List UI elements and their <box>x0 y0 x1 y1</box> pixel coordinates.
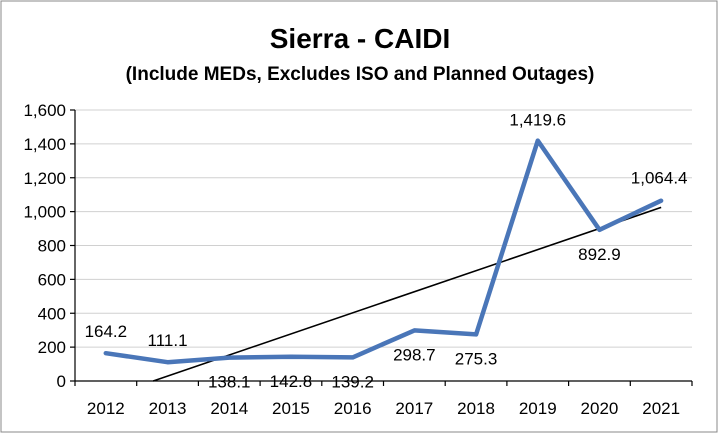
trendline-layer <box>152 206 662 382</box>
series-line <box>103 138 664 365</box>
data-label: 139.2 <box>331 372 374 391</box>
chart-subtitle: (Include MEDs, Excludes ISO and Planned … <box>126 64 595 85</box>
x-tick-label: 2016 <box>334 399 372 418</box>
y-tick-label: 1,000 <box>23 203 66 222</box>
trendline <box>152 206 662 382</box>
data-label: 142.8 <box>270 372 313 391</box>
x-tick-label: 2015 <box>272 399 310 418</box>
series-layer <box>103 138 664 365</box>
data-label: 164.2 <box>85 322 128 341</box>
x-tick-label: 2013 <box>149 399 187 418</box>
data-label: 138.1 <box>208 373 251 392</box>
x-tick-label: 2020 <box>581 399 619 418</box>
y-tick-label: 1,400 <box>23 135 66 154</box>
y-tick-label: 600 <box>38 270 66 289</box>
x-tick-label: 2018 <box>457 399 495 418</box>
chart-title: Sierra - CAIDI <box>270 23 451 54</box>
y-tick-label: 0 <box>57 372 66 391</box>
x-tick-label: 2017 <box>395 399 433 418</box>
x-tick-label: 2019 <box>519 399 557 418</box>
y-tick-label: 800 <box>38 237 66 256</box>
axes: 0 200 400 600 800 1,000 1,200 1,400 1,600 2012 201… <box>23 101 693 418</box>
data-label: 298.7 <box>393 345 436 364</box>
x-tick-label: 2014 <box>210 399 248 418</box>
data-label: 1,419.6 <box>509 111 566 130</box>
y-tick-label: 200 <box>38 338 66 357</box>
data-labels: 164.2 111.1 138.1 142.8 139.2 298.7 275.3 1,419… <box>85 111 688 392</box>
y-tick-label: 400 <box>38 304 66 323</box>
y-tick-label: 1,200 <box>23 169 66 188</box>
gridlines <box>75 109 692 348</box>
data-label: 275.3 <box>455 349 498 368</box>
x-tick-label: 2012 <box>87 399 125 418</box>
x-tick-label: 2021 <box>642 399 680 418</box>
data-label: 892.9 <box>578 245 621 264</box>
y-tick-label: 1,600 <box>23 101 66 120</box>
data-label: 111.1 <box>148 331 188 350</box>
data-label: 1,064.4 <box>631 169 688 188</box>
